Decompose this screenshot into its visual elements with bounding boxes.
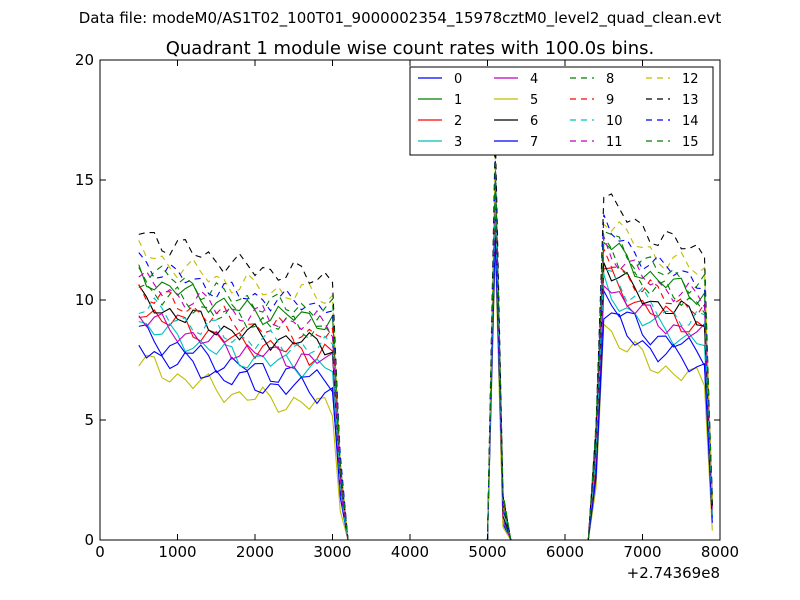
y-tick-label: 5: [84, 411, 94, 429]
x-tick-label: 6000: [546, 543, 584, 561]
legend-label-8: 8: [606, 72, 614, 87]
x-tick-label: 8000: [701, 543, 739, 561]
legend-label-7: 7: [530, 135, 538, 150]
series-line-10: [138, 197, 713, 541]
series-line-14: [138, 158, 713, 541]
legend-box: [409, 66, 714, 156]
series-line-0: [138, 223, 713, 541]
x-tick-label: 7000: [623, 543, 661, 561]
legend-label-4: 4: [530, 72, 538, 87]
x-tick-label: 4000: [391, 543, 429, 561]
series-line-1: [138, 171, 713, 541]
y-tick-label: 15: [75, 171, 94, 189]
series-line-9: [138, 184, 713, 541]
series-line-4: [138, 208, 713, 541]
series-line-13: [138, 132, 713, 541]
y-tick-label: 10: [75, 291, 94, 309]
x-offset-label: +2.74369e8: [627, 564, 720, 582]
x-tick-label: 2000: [236, 543, 274, 561]
legend-label-11: 11: [606, 135, 623, 150]
x-tick-label: 3000: [313, 543, 351, 561]
legend-label-3: 3: [454, 135, 462, 150]
legend-label-9: 9: [606, 93, 614, 108]
series-line-7: [138, 236, 713, 541]
legend-label-2: 2: [454, 114, 462, 129]
x-tick-label: 0: [95, 543, 105, 561]
series-line-8: [138, 180, 713, 541]
legend-label-1: 1: [454, 93, 462, 108]
x-tick-label: 5000: [468, 543, 506, 561]
legend-label-14: 14: [682, 114, 699, 129]
series-line-3: [138, 214, 713, 541]
x-tick-label: 1000: [158, 543, 196, 561]
series-line-5: [138, 249, 713, 541]
legend-label-15: 15: [682, 135, 699, 150]
legend-label-6: 6: [530, 114, 538, 129]
legend-label-5: 5: [530, 93, 538, 108]
legend-label-12: 12: [682, 72, 699, 87]
series-line-11: [138, 176, 713, 541]
axis-ticks: 0 1000 2000 3000 4000 5000 6000 7000 80000510152…: [75, 51, 739, 561]
plot-lines: [138, 132, 713, 541]
legend-label-0: 0: [454, 72, 462, 87]
y-tick-label: 20: [75, 51, 94, 69]
chart-title: Quadrant 1 module wise count rates with …: [166, 38, 655, 59]
legend-label-13: 13: [682, 93, 699, 108]
legend-label-10: 10: [606, 114, 623, 129]
series-line-2: [138, 202, 713, 541]
y-tick-label: 0: [84, 531, 94, 549]
data-file-label: Data file: modeM0/AS1T02_100T01_90000023…: [79, 9, 722, 28]
